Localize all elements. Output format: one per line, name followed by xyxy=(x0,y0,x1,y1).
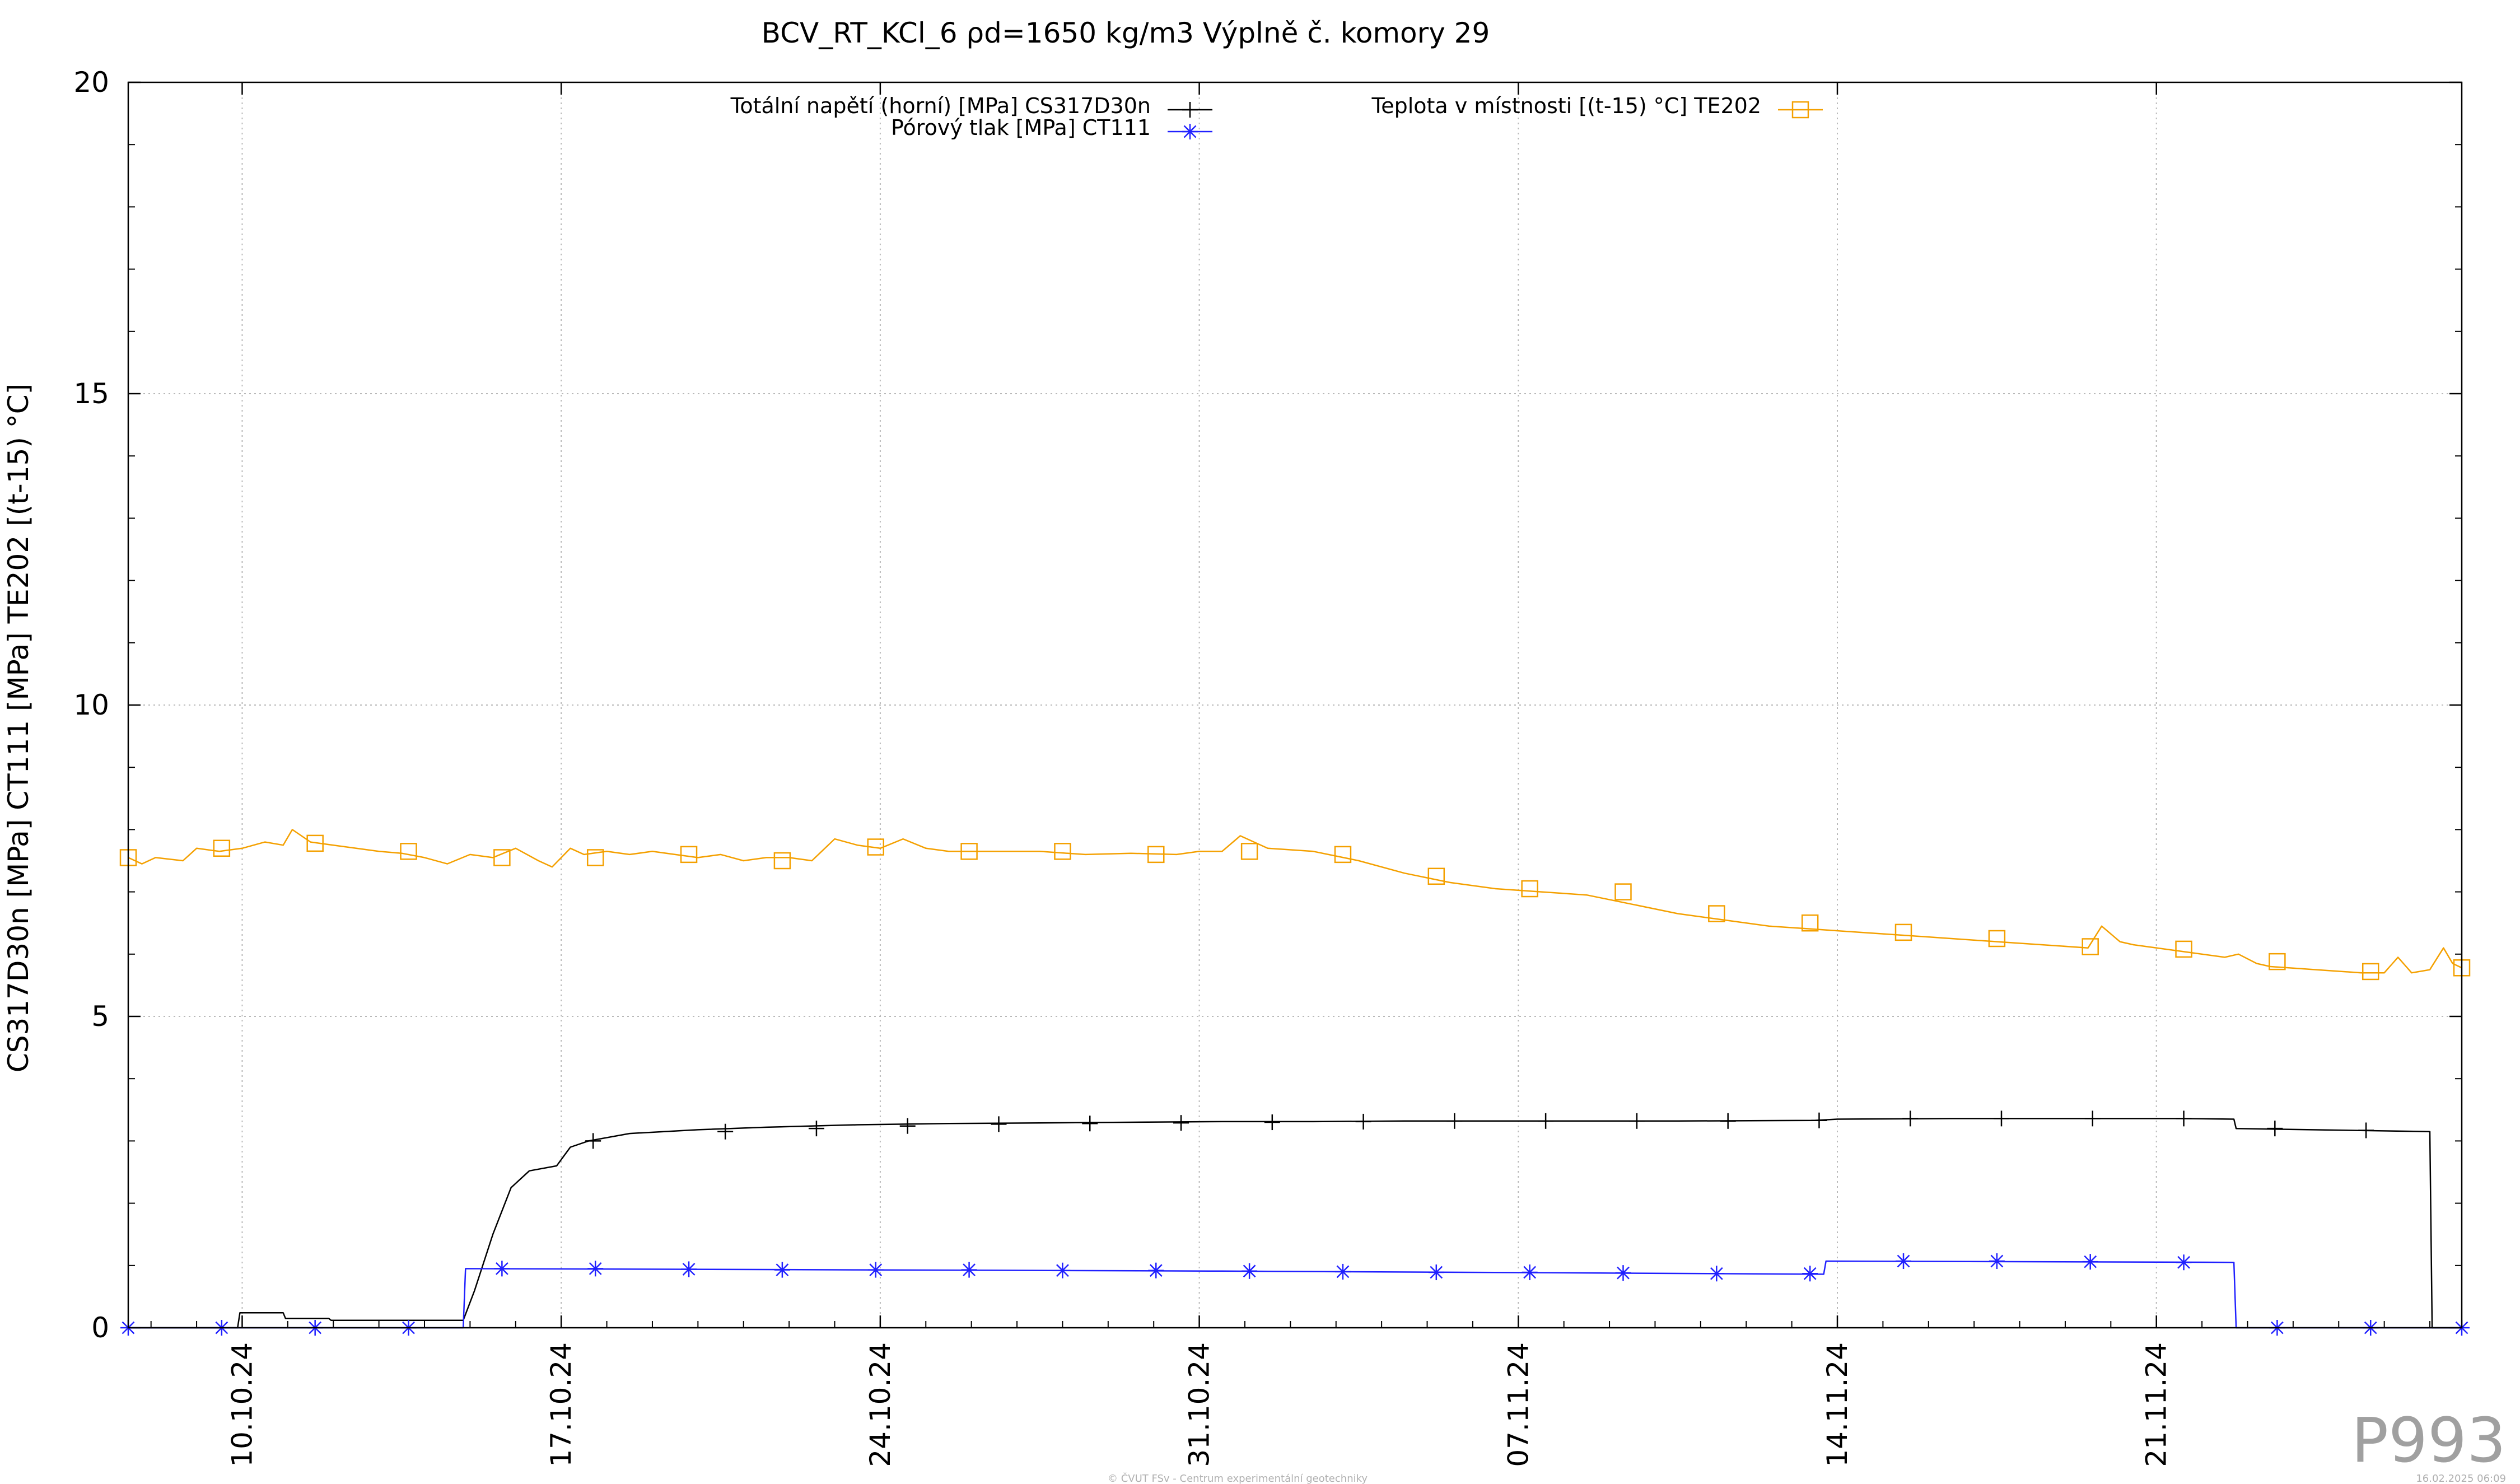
series-2-marker xyxy=(1802,1266,1818,1282)
x-tick-label: 07.11.24 xyxy=(1502,1342,1534,1467)
y-tick-label: 10 xyxy=(73,689,109,721)
legend-label-3: Teplota v místnosti [(t-15) °C] TE202 xyxy=(1371,94,1761,118)
legend-marker-2 xyxy=(1182,124,1198,139)
y-tick-label: 20 xyxy=(73,66,109,99)
series-1-marker xyxy=(1628,1113,1645,1129)
legend-marker-3 xyxy=(1791,101,1809,119)
series-2-marker xyxy=(867,1262,884,1278)
series-2-marker xyxy=(1989,1253,2005,1270)
watermark: P993 xyxy=(2351,1404,2506,1476)
y-axis-label: CS317D30n [MPa] CT111 [MPa] TE202 [(t-15… xyxy=(2,384,35,1072)
series-2-marker xyxy=(1242,1263,1258,1279)
series-2-marker xyxy=(1334,1263,1351,1280)
timestamp-text: 16.02.2025 06:09 xyxy=(2416,1473,2506,1484)
y-tick-label: 5 xyxy=(91,1000,109,1033)
series-2-marker xyxy=(1522,1264,1538,1281)
series-line-2 xyxy=(128,1260,2462,1329)
legend-marker-1 xyxy=(1182,102,1198,118)
series-2-marker xyxy=(1709,1266,1725,1282)
x-tick-label: 14.11.24 xyxy=(1821,1342,1854,1467)
series-2-marker xyxy=(1428,1264,1444,1281)
series-3-marker xyxy=(2175,940,2192,958)
series-2-marker xyxy=(1148,1262,1164,1278)
x-tick-label: 24.10.24 xyxy=(864,1342,897,1467)
series-3-marker xyxy=(1614,883,1632,900)
series-1-marker xyxy=(1173,1115,1189,1131)
series-3-marker xyxy=(1521,880,1538,898)
series-3-marker xyxy=(960,843,978,860)
x-tick-label: 31.10.24 xyxy=(1183,1342,1216,1467)
series-3-marker xyxy=(680,846,698,864)
series-1-marker xyxy=(2358,1122,2374,1138)
axis-ticks: 0 5 10 15 20 10.10.24 17.10.24 24.10.24 31.10.24… xyxy=(73,66,2462,1467)
plot-frame xyxy=(127,81,2463,1329)
series-3-marker xyxy=(1894,923,1912,941)
legend-label-1: Totální napětí (horní) [MPa] CS317D30n xyxy=(730,94,1151,118)
x-tick-label: 10.10.24 xyxy=(226,1342,258,1467)
series-1-marker xyxy=(1993,1110,2009,1127)
series-3-marker xyxy=(1988,930,2006,948)
series-3-marker xyxy=(1240,843,1258,860)
legend: Totální napětí (horní) [MPa] CS317D30nPó… xyxy=(730,94,1823,140)
series-1-marker xyxy=(1264,1114,1280,1131)
series-3-marker xyxy=(586,849,604,866)
series-3-marker xyxy=(1334,846,1352,864)
series-3-marker xyxy=(1054,843,1071,860)
series-1-marker xyxy=(899,1118,916,1134)
series-2-marker xyxy=(1896,1253,1912,1270)
series-layer xyxy=(119,829,2471,1336)
x-tick-label: 17.10.24 xyxy=(545,1342,577,1467)
series-1-marker xyxy=(1538,1113,1554,1129)
series-3-marker xyxy=(2269,953,2286,970)
series-2-marker xyxy=(587,1261,604,1277)
series-3-marker xyxy=(213,839,231,857)
series-2-marker xyxy=(961,1262,977,1278)
series-3-marker xyxy=(1427,867,1445,885)
y-tick-label: 15 xyxy=(73,377,109,410)
series-3-marker xyxy=(2362,963,2379,981)
series-1-marker xyxy=(1902,1110,1919,1127)
series-1-marker xyxy=(808,1121,824,1137)
series-1-marker xyxy=(585,1133,601,1149)
series-2-marker xyxy=(494,1261,510,1277)
legend-label-2: Pórový tlak [MPa] CT111 xyxy=(891,115,1151,140)
series-3-marker xyxy=(867,838,884,856)
series-1-marker xyxy=(717,1123,734,1140)
series-3-marker xyxy=(1708,905,1725,922)
y-tick-label: 0 xyxy=(91,1312,109,1344)
series-2-marker xyxy=(1054,1262,1071,1278)
series-3-marker xyxy=(2082,938,2099,955)
series-1-marker xyxy=(1811,1112,1827,1128)
series-line-3 xyxy=(128,829,2462,974)
series-3-marker xyxy=(1801,914,1819,932)
copyright-text: © ČVUT FSv - Centrum experimentální geot… xyxy=(1108,1472,1368,1484)
series-1-marker xyxy=(1082,1116,1098,1132)
x-tick-label: 21.11.24 xyxy=(2140,1342,2173,1467)
series-3-marker xyxy=(493,849,511,866)
series-3-marker xyxy=(306,834,324,852)
series-1-marker xyxy=(1720,1113,1736,1129)
series-1-marker xyxy=(2084,1110,2101,1127)
series-1-marker xyxy=(1355,1113,1371,1130)
series-line-1 xyxy=(128,1118,2462,1329)
series-2-marker xyxy=(2176,1254,2192,1271)
series-3-marker xyxy=(400,843,417,860)
grid-lines xyxy=(128,82,2462,1328)
series-2-marker xyxy=(2082,1254,2098,1270)
series-1-marker xyxy=(1446,1113,1463,1129)
series-3-marker xyxy=(773,852,791,870)
series-1-marker xyxy=(2176,1110,2192,1127)
series-1-marker xyxy=(991,1116,1007,1132)
series-3-marker xyxy=(1147,846,1165,864)
series-2-marker xyxy=(1615,1265,1631,1281)
series-2-marker xyxy=(681,1261,697,1277)
chart-title: BCV_RT_KCl_6 ρd=1650 kg/m3 Výplně č. kom… xyxy=(762,17,1490,49)
series-1-marker xyxy=(2267,1121,2283,1137)
series-2-marker xyxy=(774,1262,790,1278)
